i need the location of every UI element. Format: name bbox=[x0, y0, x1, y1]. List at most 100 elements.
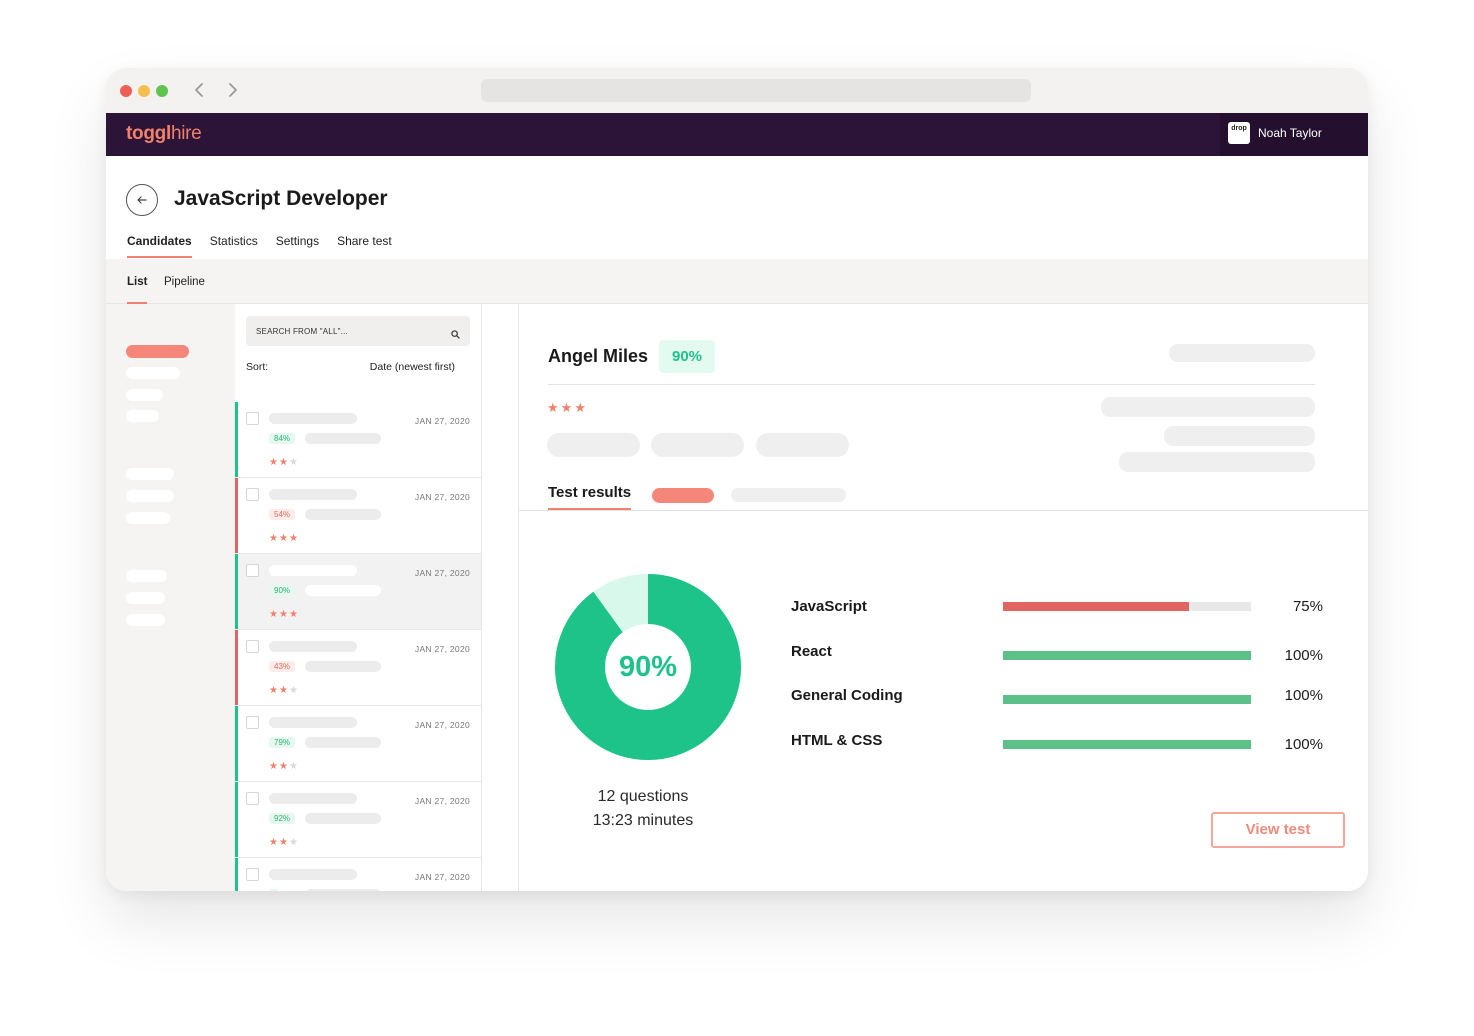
placeholder-tab[interactable] bbox=[731, 488, 846, 502]
placeholder-name bbox=[269, 565, 357, 576]
browser-window: togglhire drop Noah Taylor JavaScript De… bbox=[106, 68, 1368, 891]
tab-candidates[interactable]: Candidates bbox=[127, 234, 192, 258]
placeholder-detail bbox=[305, 813, 381, 824]
divider bbox=[519, 510, 1368, 511]
candidate-stars[interactable]: ★★★ bbox=[269, 457, 299, 468]
candidate-detail: Angel Miles 90% ★★★ Test results 90% 12 … bbox=[518, 304, 1368, 891]
placeholder-bar bbox=[1164, 426, 1315, 446]
candidate-row[interactable]: 79% JAN 27, 2020 ★★★ bbox=[235, 706, 481, 782]
candidate-row[interactable]: 43% JAN 27, 2020 ★★★ bbox=[235, 630, 481, 706]
filter-item[interactable] bbox=[126, 592, 165, 604]
candidate-row[interactable]: 92% JAN 27, 2020 ★★★ bbox=[235, 782, 481, 858]
placeholder-name bbox=[269, 413, 357, 424]
skill-bar bbox=[1003, 602, 1251, 611]
question-count: 12 questions bbox=[597, 788, 689, 805]
view-test-button[interactable]: View test bbox=[1211, 812, 1345, 848]
applied-date: JAN 27, 2020 bbox=[414, 492, 470, 502]
filter-item[interactable] bbox=[126, 389, 163, 401]
logo-secondary: hire bbox=[170, 123, 202, 144]
star-icon: ★ bbox=[288, 533, 299, 544]
skill-percentage: 100% bbox=[1284, 736, 1323, 753]
search-input[interactable]: SEARCH FROM "ALL"... bbox=[246, 316, 470, 346]
minimize-window-button[interactable] bbox=[138, 85, 150, 97]
status-indicator bbox=[235, 782, 238, 857]
subtab-list[interactable]: List bbox=[127, 276, 148, 304]
row-checkbox[interactable] bbox=[246, 564, 259, 577]
candidate-row[interactable]: JAN 27, 2020★★★ bbox=[235, 858, 481, 891]
filter-item[interactable] bbox=[126, 570, 167, 582]
filter-item[interactable] bbox=[126, 367, 180, 379]
candidate-name: Angel Miles bbox=[548, 346, 649, 366]
row-checkbox[interactable] bbox=[246, 716, 259, 729]
filter-item[interactable] bbox=[126, 490, 174, 502]
score-badge: 79% bbox=[269, 737, 296, 748]
main-tabs: Candidates Statistics Settings Share tes… bbox=[127, 234, 410, 258]
sort-dropdown[interactable]: Date (newest first) bbox=[369, 361, 455, 373]
status-indicator bbox=[235, 478, 238, 553]
toggl-hire-logo[interactable]: togglhire bbox=[126, 123, 202, 145]
applied-date: JAN 27, 2020 bbox=[414, 568, 470, 578]
score-badge: 54% bbox=[269, 509, 296, 520]
filter-sidebar bbox=[106, 304, 235, 891]
row-checkbox[interactable] bbox=[246, 792, 259, 805]
candidate-stars[interactable]: ★★★ bbox=[269, 685, 299, 696]
candidate-stars[interactable]: ★★★ bbox=[269, 533, 299, 544]
filter-item[interactable] bbox=[126, 410, 159, 422]
tab-test-results[interactable]: Test results bbox=[548, 484, 632, 510]
placeholder-chip[interactable] bbox=[547, 433, 640, 457]
star-icon: ★ bbox=[278, 609, 289, 620]
back-arrow-icon[interactable] bbox=[190, 80, 210, 100]
placeholder-tab-active[interactable] bbox=[652, 488, 714, 503]
skill-bar-fill bbox=[1003, 651, 1251, 660]
placeholder-bar bbox=[1119, 452, 1315, 472]
tab-settings[interactable]: Settings bbox=[275, 234, 320, 248]
filter-item[interactable] bbox=[126, 512, 170, 524]
skill-bar bbox=[1003, 695, 1251, 704]
star-icon: ★ bbox=[278, 837, 289, 848]
status-indicator bbox=[235, 630, 238, 705]
score-badge: 90% bbox=[269, 585, 296, 596]
view-switcher: List Pipeline bbox=[106, 259, 1368, 304]
subtab-pipeline[interactable]: Pipeline bbox=[164, 276, 205, 288]
skill-bar-fill bbox=[1003, 695, 1251, 704]
skill-name: JavaScript bbox=[791, 598, 867, 615]
maximize-window-button[interactable] bbox=[156, 85, 168, 97]
skill-percentage: 100% bbox=[1284, 647, 1323, 664]
row-checkbox[interactable] bbox=[246, 488, 259, 501]
star-icon[interactable]: ★ bbox=[560, 400, 575, 415]
candidate-row[interactable]: 90% JAN 27, 2020 ★★★ bbox=[235, 554, 481, 630]
star-icon[interactable]: ★ bbox=[547, 400, 561, 415]
candidate-stars[interactable]: ★★★ bbox=[269, 761, 299, 772]
star-icon[interactable]: ★ bbox=[574, 400, 588, 415]
placeholder-chip[interactable] bbox=[651, 433, 744, 457]
status-indicator bbox=[235, 402, 238, 477]
test-duration: 13:23 minutes bbox=[592, 812, 694, 829]
back-button[interactable] bbox=[126, 184, 158, 216]
filter-item[interactable] bbox=[126, 468, 174, 480]
filter-item[interactable] bbox=[126, 614, 165, 626]
tab-share-test[interactable]: Share test bbox=[337, 234, 392, 248]
star-icon: ★ bbox=[278, 457, 289, 468]
filter-item-active[interactable] bbox=[126, 345, 189, 358]
candidate-stars[interactable]: ★★★ bbox=[269, 609, 299, 620]
candidate-row[interactable]: 54% JAN 27, 2020 ★★★ bbox=[235, 478, 481, 554]
candidate-rating[interactable]: ★★★ bbox=[547, 400, 588, 416]
row-checkbox[interactable] bbox=[246, 640, 259, 653]
sort-label: Sort: bbox=[246, 361, 269, 373]
close-window-button[interactable] bbox=[120, 85, 132, 97]
candidate-row[interactable]: 84% JAN 27, 2020 ★★★ bbox=[235, 402, 481, 478]
search-icon bbox=[451, 326, 460, 344]
candidate-list: SEARCH FROM "ALL"... Sort: Date (newest … bbox=[235, 304, 482, 891]
user-menu[interactable]: drop Noah Taylor bbox=[1220, 113, 1368, 156]
status-indicator bbox=[235, 706, 238, 781]
tab-statistics[interactable]: Statistics bbox=[209, 234, 258, 248]
forward-arrow-icon[interactable] bbox=[222, 80, 242, 100]
placeholder-chip[interactable] bbox=[756, 433, 849, 457]
row-checkbox[interactable] bbox=[246, 868, 259, 881]
search-placeholder: SEARCH FROM "ALL"... bbox=[256, 327, 348, 336]
candidate-stars[interactable]: ★★★ bbox=[269, 837, 299, 848]
address-bar[interactable] bbox=[481, 79, 1031, 102]
row-checkbox[interactable] bbox=[246, 412, 259, 425]
applied-date: JAN 27, 2020 bbox=[414, 720, 470, 730]
score-badge bbox=[269, 889, 279, 891]
